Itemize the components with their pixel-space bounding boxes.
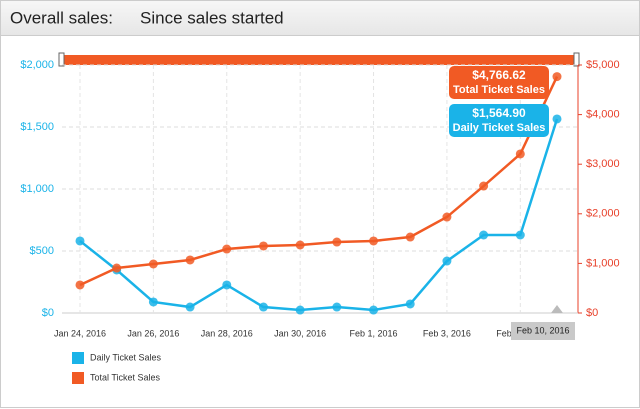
legend-label: Total Ticket Sales: [90, 372, 161, 382]
data-point: [295, 240, 305, 250]
y-tick-label: $1,000: [20, 183, 54, 195]
hover-marker: [551, 305, 563, 313]
data-point: [258, 302, 268, 312]
x-tick-label: Jan 26, 2016: [127, 328, 179, 338]
y-tick-label: $500: [30, 245, 54, 257]
x-tick-label: Feb 3, 2016: [423, 328, 471, 338]
scroll-handle[interactable]: [58, 52, 65, 67]
y2-tick-label: $1,000: [586, 257, 620, 269]
y2-tick-label: $2,000: [586, 208, 620, 220]
y-tick-label: $2,000: [20, 59, 54, 71]
tooltip-name: Total Ticket Sales: [453, 84, 545, 96]
data-point: [552, 114, 562, 124]
data-point: [148, 259, 158, 269]
chart-title: Overall sales:: [10, 8, 113, 27]
data-point: [75, 280, 85, 290]
data-point: [369, 236, 379, 246]
data-point: [185, 302, 195, 312]
legend-swatch: [72, 372, 84, 384]
data-point: [479, 181, 489, 191]
data-point: [332, 302, 342, 312]
y-tick-label: $0: [42, 307, 54, 319]
scrollbar[interactable]: [60, 55, 578, 65]
tooltip-box: [449, 104, 549, 137]
x-tick-label: Jan 30, 2016: [274, 328, 326, 338]
data-point: [148, 297, 158, 307]
x-tick-label: Feb 1, 2016: [350, 328, 398, 338]
x-tooltip-label: Feb 10, 2016: [516, 325, 569, 335]
y2-tick-label: $3,000: [586, 158, 620, 170]
data-point: [222, 280, 232, 290]
data-point: [112, 263, 122, 273]
data-point: [405, 232, 415, 242]
chart-subtitle: Since sales started: [140, 8, 284, 27]
legend-label: Daily Ticket Sales: [90, 352, 162, 362]
tooltip-box: [449, 66, 549, 99]
legend-swatch: [72, 352, 84, 364]
y-tick-label: $1,500: [20, 121, 54, 133]
data-point: [552, 72, 562, 82]
data-point: [295, 305, 305, 315]
data-point: [258, 241, 268, 251]
y2-tick-label: $5,000: [586, 59, 620, 71]
x-tick-label: Jan 24, 2016: [54, 328, 106, 338]
data-point: [185, 255, 195, 265]
tooltip: $4,766.62 Total Ticket Sales: [449, 66, 549, 99]
y2-tick-label: $4,000: [586, 109, 620, 121]
x-tooltip-box: [511, 322, 575, 340]
data-point: [222, 244, 232, 254]
y2-tick-label: $0: [586, 307, 598, 319]
scroll-handle[interactable]: [573, 52, 580, 67]
tooltip-name: Daily Ticket Sales: [453, 122, 546, 134]
data-point: [75, 236, 85, 246]
x-tick-label: Jan 28, 2016: [201, 328, 253, 338]
data-point: [405, 299, 415, 309]
data-point: [515, 230, 525, 240]
series-line: [79, 118, 559, 312]
data-point: [479, 230, 489, 240]
header: [0, 0, 640, 36]
data-point: [332, 237, 342, 247]
tooltip-value: $4,766.62: [472, 68, 526, 82]
tooltip-value: $1,564.90: [472, 106, 526, 120]
data-point: [442, 256, 452, 266]
series-line: [79, 76, 559, 287]
tooltip: $1,564.90 Daily Ticket Sales: [449, 104, 549, 137]
data-point: [442, 212, 452, 222]
data-point: [369, 305, 379, 315]
data-point: [515, 149, 525, 159]
